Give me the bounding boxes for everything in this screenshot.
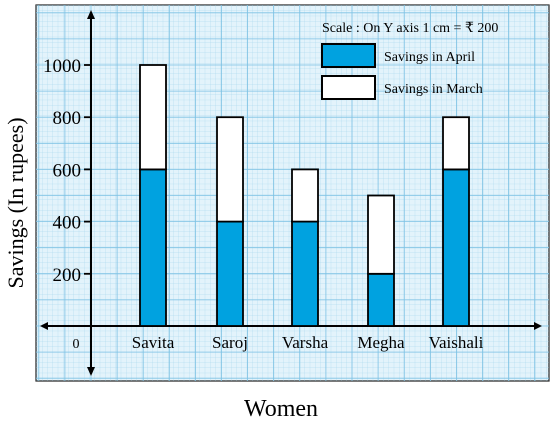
x-tick-label: Savita <box>132 333 175 352</box>
y-tick-label: 800 <box>53 108 82 129</box>
bar-april-vaishali <box>442 168 470 327</box>
bar-april-varsha <box>291 220 319 327</box>
x-axis-arrow-right <box>534 322 542 330</box>
bar-march-megha <box>367 194 395 275</box>
bars <box>139 64 470 327</box>
x-tick-label: Saroj <box>212 333 248 352</box>
bar-march-savita <box>139 64 167 171</box>
y-tick-label: 600 <box>53 160 82 181</box>
x-tick-labels: Savita Saroj Varsha Megha Vaishali <box>132 333 484 352</box>
scale-note: Scale : On Y axis 1 cm = ₹ 200 <box>322 21 498 36</box>
x-tick-label: Megha <box>357 333 405 352</box>
legend-swatch-april <box>321 43 376 68</box>
x-tick-label: Vaishali <box>429 333 484 352</box>
bar-march-vaishali <box>442 116 470 171</box>
bar-march-saroj <box>216 116 244 223</box>
bar-april-megha <box>367 272 395 327</box>
legend-label-march: Savings in March <box>384 82 483 97</box>
y-axis-label: Savings (In rupees) <box>3 117 28 288</box>
y-axis-arrow-bottom <box>87 367 95 376</box>
x-axis-label: Women <box>244 396 318 422</box>
y-tick-label: 400 <box>53 213 82 234</box>
legend-label-april: Savings in April <box>384 50 475 65</box>
y-tick-label: 1000 <box>43 56 81 77</box>
legend: Savings in April Savings in March <box>321 43 483 100</box>
bar-march-varsha <box>291 168 319 223</box>
y-tick-label: 200 <box>53 265 82 286</box>
legend-swatch-march <box>321 75 376 100</box>
x-tick-label: Varsha <box>282 333 329 352</box>
origin-label: 0 <box>73 337 80 352</box>
y-axis-arrow-top <box>87 10 95 19</box>
bar-april-savita <box>139 168 167 327</box>
x-axis-arrow-left <box>40 322 48 330</box>
y-tick-labels: 200 400 600 800 1000 <box>43 56 91 286</box>
bar-april-saroj <box>216 220 244 327</box>
